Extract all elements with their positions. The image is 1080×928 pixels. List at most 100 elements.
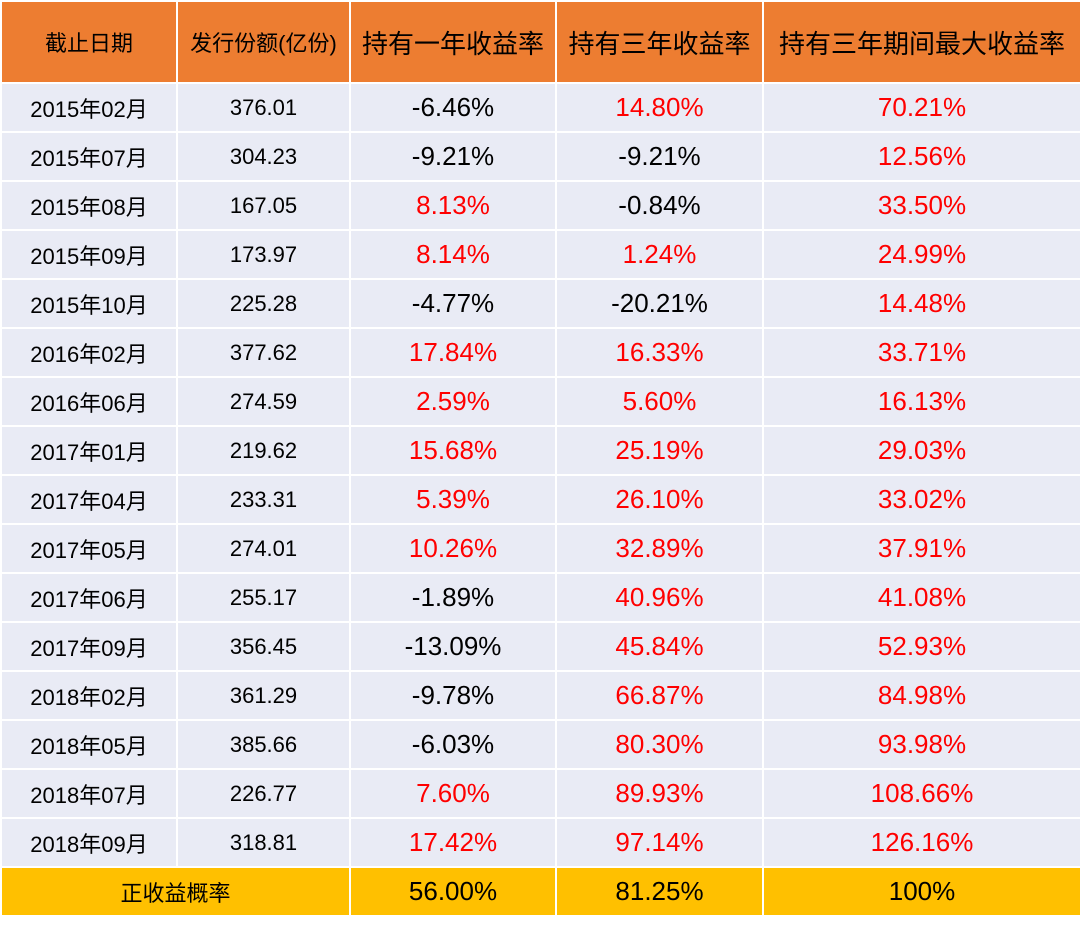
cell-one-year-return: 17.84%	[349, 327, 557, 378]
cell-date: 2015年10月	[0, 278, 178, 329]
cell-three-year-return: 40.96%	[555, 572, 764, 623]
cell-three-year-return: -9.21%	[555, 131, 764, 182]
cell-three-year-max-return: 126.16%	[762, 817, 1080, 868]
cell-issue-amount: 219.62	[176, 425, 351, 476]
cell-issue-amount: 255.17	[176, 572, 351, 623]
cell-issue-amount: 356.45	[176, 621, 351, 672]
cell-one-year-return: -1.89%	[349, 572, 557, 623]
table-body: 2015年02月 376.01 -6.46% 14.80% 70.21% 2015年07月…	[0, 82, 1080, 868]
table-row: 2017年09月 356.45 -13.09% 45.84% 52.93%	[0, 621, 1080, 672]
cell-three-year-return: -0.84%	[555, 180, 764, 231]
cell-three-year-max-return: 33.71%	[762, 327, 1080, 378]
cell-date: 2018年07月	[0, 768, 178, 819]
cell-one-year-return: 8.14%	[349, 229, 557, 280]
cell-issue-amount: 274.59	[176, 376, 351, 427]
cell-three-year-max-return: 33.50%	[762, 180, 1080, 231]
cell-three-year-return: 5.60%	[555, 376, 764, 427]
cell-one-year-return: -9.78%	[349, 670, 557, 721]
cell-issue-amount: 274.01	[176, 523, 351, 574]
header-three-year-return: 持有三年收益率	[555, 0, 764, 84]
cell-date: 2018年02月	[0, 670, 178, 721]
cell-three-year-max-return: 12.56%	[762, 131, 1080, 182]
table-row: 2017年05月 274.01 10.26% 32.89% 37.91%	[0, 523, 1080, 574]
cell-three-year-max-return: 33.02%	[762, 474, 1080, 525]
cell-three-year-return: 25.19%	[555, 425, 764, 476]
cell-issue-amount: 361.29	[176, 670, 351, 721]
cell-three-year-return: 26.10%	[555, 474, 764, 525]
table-row: 2018年05月 385.66 -6.03% 80.30% 93.98%	[0, 719, 1080, 770]
cell-three-year-max-return: 93.98%	[762, 719, 1080, 770]
cell-three-year-return: 66.87%	[555, 670, 764, 721]
table-row: 2018年02月 361.29 -9.78% 66.87% 84.98%	[0, 670, 1080, 721]
footer-three-year-max-probability: 100%	[762, 866, 1080, 917]
cell-date: 2016年02月	[0, 327, 178, 378]
table-row: 2015年02月 376.01 -6.46% 14.80% 70.21%	[0, 82, 1080, 133]
cell-one-year-return: 5.39%	[349, 474, 557, 525]
table-row: 2015年07月 304.23 -9.21% -9.21% 12.56%	[0, 131, 1080, 182]
cell-one-year-return: -9.21%	[349, 131, 557, 182]
cell-date: 2017年06月	[0, 572, 178, 623]
cell-one-year-return: 15.68%	[349, 425, 557, 476]
table-row: 2018年07月 226.77 7.60% 89.93% 108.66%	[0, 768, 1080, 819]
cell-three-year-return: 1.24%	[555, 229, 764, 280]
cell-issue-amount: 376.01	[176, 82, 351, 133]
cell-issue-amount: 304.23	[176, 131, 351, 182]
cell-date: 2015年02月	[0, 82, 178, 133]
cell-three-year-max-return: 14.48%	[762, 278, 1080, 329]
cell-date: 2016年06月	[0, 376, 178, 427]
cell-date: 2018年09月	[0, 817, 178, 868]
header-date: 截止日期	[0, 0, 178, 84]
cell-three-year-return: -20.21%	[555, 278, 764, 329]
table-row: 2015年09月 173.97 8.14% 1.24% 24.99%	[0, 229, 1080, 280]
table-header: 截止日期 发行份额(亿份) 持有一年收益率 持有三年收益率 持有三年期间最大收益…	[0, 0, 1080, 84]
cell-three-year-max-return: 108.66%	[762, 768, 1080, 819]
cell-one-year-return: 2.59%	[349, 376, 557, 427]
cell-issue-amount: 233.31	[176, 474, 351, 525]
table-row: 2016年02月 377.62 17.84% 16.33% 33.71%	[0, 327, 1080, 378]
cell-three-year-return: 14.80%	[555, 82, 764, 133]
table-row: 2015年08月 167.05 8.13% -0.84% 33.50%	[0, 180, 1080, 231]
cell-one-year-return: 10.26%	[349, 523, 557, 574]
cell-one-year-return: 17.42%	[349, 817, 557, 868]
cell-date: 2017年05月	[0, 523, 178, 574]
table-row: 2017年04月 233.31 5.39% 26.10% 33.02%	[0, 474, 1080, 525]
footer-row: 正收益概率 56.00% 81.25% 100%	[0, 866, 1080, 917]
cell-one-year-return: 7.60%	[349, 768, 557, 819]
cell-one-year-return: -13.09%	[349, 621, 557, 672]
cell-date: 2015年09月	[0, 229, 178, 280]
cell-three-year-max-return: 41.08%	[762, 572, 1080, 623]
header-row: 截止日期 发行份额(亿份) 持有一年收益率 持有三年收益率 持有三年期间最大收益…	[0, 0, 1080, 84]
cell-issue-amount: 225.28	[176, 278, 351, 329]
cell-three-year-max-return: 24.99%	[762, 229, 1080, 280]
cell-issue-amount: 377.62	[176, 327, 351, 378]
cell-issue-amount: 385.66	[176, 719, 351, 770]
cell-three-year-max-return: 37.91%	[762, 523, 1080, 574]
cell-date: 2015年08月	[0, 180, 178, 231]
cell-three-year-return: 80.30%	[555, 719, 764, 770]
cell-three-year-max-return: 84.98%	[762, 670, 1080, 721]
cell-one-year-return: -4.77%	[349, 278, 557, 329]
cell-date: 2017年09月	[0, 621, 178, 672]
cell-three-year-return: 32.89%	[555, 523, 764, 574]
cell-three-year-return: 97.14%	[555, 817, 764, 868]
footer-label: 正收益概率	[0, 866, 351, 917]
cell-date: 2017年01月	[0, 425, 178, 476]
table-row: 2017年06月 255.17 -1.89% 40.96% 41.08%	[0, 572, 1080, 623]
cell-three-year-return: 16.33%	[555, 327, 764, 378]
cell-three-year-max-return: 29.03%	[762, 425, 1080, 476]
cell-issue-amount: 173.97	[176, 229, 351, 280]
header-issue-amount: 发行份额(亿份)	[176, 0, 351, 84]
cell-date: 2017年04月	[0, 474, 178, 525]
cell-one-year-return: -6.46%	[349, 82, 557, 133]
cell-three-year-return: 89.93%	[555, 768, 764, 819]
cell-three-year-max-return: 52.93%	[762, 621, 1080, 672]
cell-issue-amount: 226.77	[176, 768, 351, 819]
table-row: 2018年09月 318.81 17.42% 97.14% 126.16%	[0, 817, 1080, 868]
cell-three-year-return: 45.84%	[555, 621, 764, 672]
header-one-year-return: 持有一年收益率	[349, 0, 557, 84]
cell-three-year-max-return: 70.21%	[762, 82, 1080, 133]
cell-three-year-max-return: 16.13%	[762, 376, 1080, 427]
cell-issue-amount: 318.81	[176, 817, 351, 868]
footer-one-year-probability: 56.00%	[349, 866, 557, 917]
